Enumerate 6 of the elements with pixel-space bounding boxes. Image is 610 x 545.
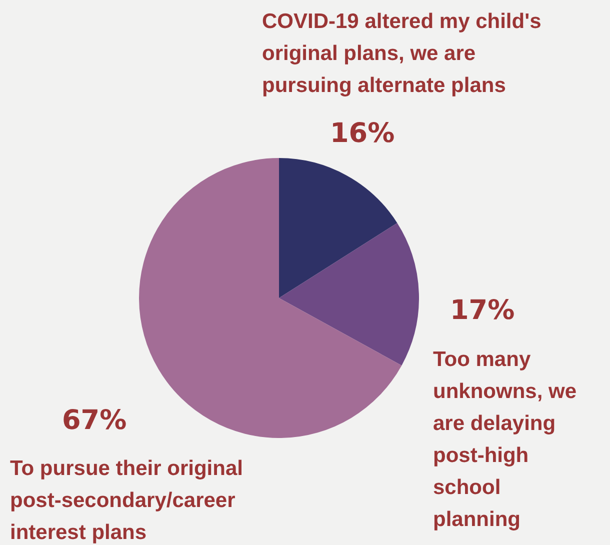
slice-label: COVID-19 altered my child's original plans, we are pursuing alternate plans — [262, 9, 542, 99]
slice-label: To pursue their original post-secondary/career interest plans — [10, 456, 244, 545]
data-label: 67% — [62, 405, 127, 436]
data-label: 16% — [330, 118, 395, 149]
slice-label: Too many unknowns, we are delaying post-high school planning — [433, 347, 578, 533]
data-label: 17% — [450, 295, 515, 326]
